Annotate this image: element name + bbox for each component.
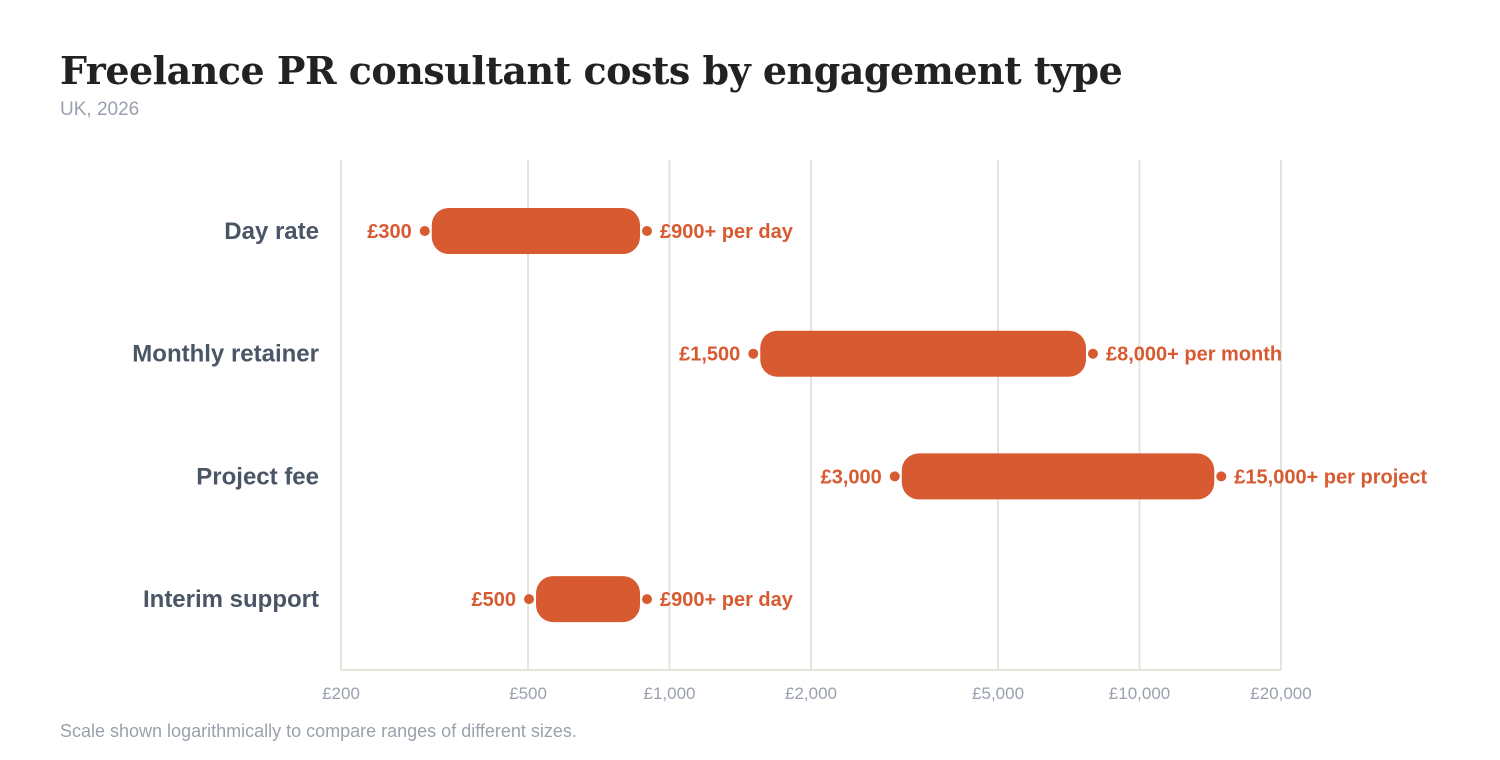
range-row: Monthly retainer £1,500 £8,000+ per month bbox=[132, 330, 1282, 377]
category-label: Monthly retainer bbox=[132, 341, 319, 368]
bars-layer: Day rate £300 £900+ per day Monthly retaine… bbox=[132, 208, 1428, 623]
range-max-marker bbox=[642, 594, 653, 605]
x-tick-label: £2,000 bbox=[785, 684, 837, 703]
range-row: Project fee £3,000 £15,000+ per project bbox=[196, 453, 1428, 500]
x-tick-label: £5,000 bbox=[972, 684, 1024, 703]
range-bar bbox=[536, 576, 641, 623]
range-min-marker bbox=[889, 471, 900, 482]
range-min-label: £300 bbox=[367, 221, 412, 243]
range-max-marker bbox=[642, 226, 653, 236]
range-row: Day rate £300 £900+ per day bbox=[224, 208, 794, 254]
range-max-marker bbox=[1216, 471, 1227, 482]
range-min-label: £500 bbox=[472, 589, 517, 611]
range-max-label: £900+ per day bbox=[660, 589, 794, 611]
range-max-label: £15,000+ per project bbox=[1234, 466, 1427, 488]
range-max-marker bbox=[1087, 348, 1098, 359]
category-label: Day rate bbox=[224, 218, 319, 245]
category-label: Interim support bbox=[143, 586, 319, 613]
range-bar bbox=[901, 453, 1215, 500]
range-min-marker bbox=[748, 348, 759, 359]
category-label: Project fee bbox=[196, 463, 319, 490]
range-bar bbox=[431, 208, 641, 254]
range-max-label: £8,000+ per month bbox=[1106, 344, 1282, 366]
x-tick-label: £1,000 bbox=[644, 684, 696, 703]
range-row: Interim support £500 £900+ per day bbox=[143, 576, 794, 623]
chart-title: Freelance PR consultant costs by engagem… bbox=[60, 48, 1123, 93]
range-bar bbox=[760, 330, 1086, 377]
range-min-label: £3,000 bbox=[821, 466, 882, 488]
chart-subtitle: UK, 2026 bbox=[60, 99, 140, 120]
grid-layer bbox=[340, 160, 1282, 671]
x-tick-label: £200 bbox=[322, 684, 360, 703]
x-axis-ticks: £200 £500 £1,000 £2,000 £5,000 £10,000 £20,000 bbox=[322, 684, 1312, 703]
range-min-marker bbox=[524, 594, 535, 605]
x-tick-label: £10,000 bbox=[1109, 684, 1170, 703]
range-max-label: £900+ per day bbox=[660, 221, 794, 243]
range-min-label: £1,500 bbox=[679, 344, 740, 366]
x-tick-label: £500 bbox=[509, 684, 547, 703]
chart-footnote: Scale shown logarithmically to compare r… bbox=[60, 721, 577, 741]
x-tick-label: £20,000 bbox=[1250, 684, 1311, 703]
range-min-marker bbox=[419, 226, 430, 236]
